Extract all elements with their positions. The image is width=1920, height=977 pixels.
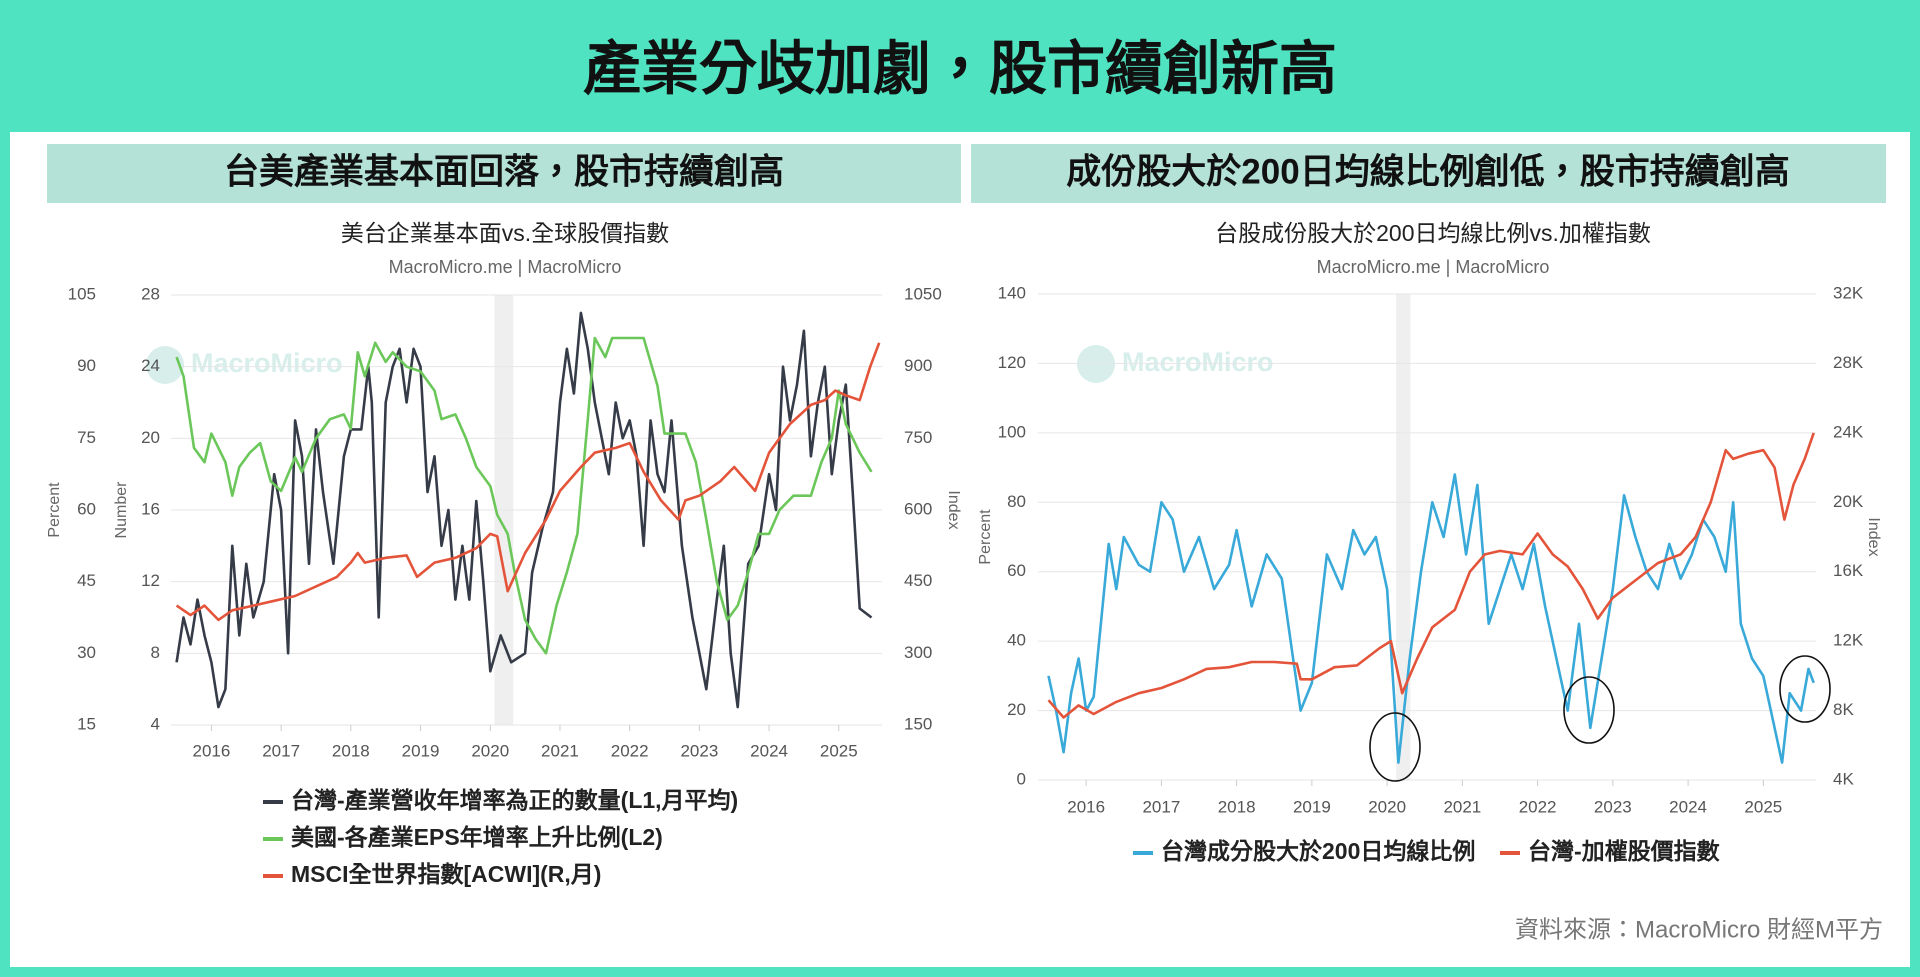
x-tick-label: 2022 <box>611 741 649 760</box>
x-tick-label: 2020 <box>1368 797 1406 816</box>
y-tick-label: 40 <box>1007 631 1026 650</box>
x-tick-label: 2016 <box>193 741 231 760</box>
y2-axis-label: Index <box>945 490 962 529</box>
x-tick-label: 2018 <box>332 741 370 760</box>
y2-tick-label: 150 <box>904 714 932 733</box>
x-tick-label: 2025 <box>1744 797 1782 816</box>
source-note: 資料來源：MacroMicro 財經M平方 <box>1515 916 1883 943</box>
legend-label: MSCI全世界指數[ACWI](R,月) <box>291 861 601 887</box>
y2-axis-label: Index <box>1865 517 1882 556</box>
x-tick-label: 2021 <box>1443 797 1481 816</box>
y3-tick-label: 28 <box>141 284 160 303</box>
y2-tick-label: 750 <box>904 428 932 447</box>
legend-label: 台灣成分股大於200日均線比例 <box>1161 838 1475 864</box>
x-tick-label: 2024 <box>1669 797 1707 816</box>
x-tick-label: 2018 <box>1218 797 1256 816</box>
y-tick-label: 0 <box>1017 769 1026 788</box>
y-tick-label: 100 <box>998 422 1026 441</box>
panel-heading: 台美產業基本面回落，股市持續創高 <box>224 151 784 191</box>
watermark: MacroMicro <box>191 348 343 378</box>
watermark-logo <box>1077 345 1115 383</box>
chart: 台股成份股大於200日均線比例vs.加權指數 MacroMicro.me | Ma… <box>977 220 1882 864</box>
chart-subtitle: MacroMicro.me | MacroMicro <box>389 257 622 277</box>
y3-tick-label: 24 <box>141 356 160 375</box>
y2-tick-label: 32K <box>1833 283 1864 302</box>
panel-heading-bg <box>47 144 961 203</box>
y2-tick-label: 300 <box>904 643 932 662</box>
legend-label: 台灣-產業營收年增率為正的數量(L1,月平均) <box>291 787 738 813</box>
content-panel <box>10 132 1910 967</box>
chart-subtitle: MacroMicro.me | MacroMicro <box>1317 257 1550 277</box>
highlight-circle <box>1563 676 1615 744</box>
y-tick-label: 80 <box>1007 492 1026 511</box>
x-tick-label: 2017 <box>1142 797 1180 816</box>
y-tick-label: 30 <box>77 643 96 662</box>
y3-tick-label: 8 <box>151 643 160 662</box>
x-tick-label: 2016 <box>1067 797 1105 816</box>
series-line <box>1047 432 1815 719</box>
x-tick-label: 2017 <box>262 741 300 760</box>
y-tick-label: 15 <box>77 714 96 733</box>
y2-tick-label: 600 <box>904 499 932 518</box>
panel-heading: 成份股大於200日均線比例創低，股市持續創高 <box>1066 152 1789 191</box>
y2-tick-label: 12K <box>1833 631 1864 650</box>
highlight-circle <box>1779 655 1831 723</box>
chart-title: 台股成份股大於200日均線比例vs.加權指數 <box>1215 220 1651 246</box>
y-tick-label: 90 <box>77 356 96 375</box>
x-tick-label: 2024 <box>750 741 788 760</box>
page-title: 產業分歧加劇，股市續創新高 <box>583 36 1337 101</box>
x-tick-label: 2019 <box>402 741 440 760</box>
recession-shade <box>1396 294 1411 780</box>
y-tick-label: 120 <box>998 353 1026 372</box>
x-tick-label: 2025 <box>820 741 858 760</box>
y-tick-label: 60 <box>77 499 96 518</box>
x-tick-label: 2021 <box>541 741 579 760</box>
y-tick-label: 20 <box>1007 700 1026 719</box>
watermark-logo <box>146 346 184 384</box>
y-axis-label: Percent <box>46 482 63 538</box>
series-line <box>175 336 873 655</box>
y-axis-label: Percent <box>977 509 994 565</box>
y-tick-label: 105 <box>68 284 96 303</box>
x-tick-label: 2023 <box>1594 797 1632 816</box>
y2-tick-label: 450 <box>904 571 932 590</box>
panel-heading-bg <box>971 144 1886 203</box>
x-tick-label: 2023 <box>680 741 718 760</box>
y-tick-label: 60 <box>1007 561 1026 580</box>
chart-title: 美台企業基本面vs.全球股價指數 <box>341 220 669 246</box>
y2-tick-label: 24K <box>1833 422 1864 441</box>
y-tick-label: 75 <box>77 428 96 447</box>
y3-tick-label: 12 <box>141 571 160 590</box>
y2-tick-label: 8K <box>1833 700 1854 719</box>
y3-tick-label: 4 <box>151 714 160 733</box>
y3-axis-label: Number <box>113 481 130 539</box>
x-tick-label: 2020 <box>471 741 509 760</box>
legend-label: 美國-各產業EPS年增率上升比例(L2) <box>291 824 663 850</box>
watermark: MacroMicro <box>1122 347 1274 377</box>
y2-tick-label: 900 <box>904 356 932 375</box>
y3-tick-label: 16 <box>141 499 160 518</box>
y2-tick-label: 4K <box>1833 769 1854 788</box>
y-tick-label: 140 <box>998 283 1026 302</box>
y2-tick-label: 1050 <box>904 284 942 303</box>
chart: 美台企業基本面vs.全球股價指數 MacroMicro.me | MacroMic… <box>46 220 962 887</box>
x-tick-label: 2022 <box>1519 797 1557 816</box>
series-line <box>175 311 873 709</box>
y2-tick-label: 28K <box>1833 353 1864 372</box>
y-tick-label: 45 <box>77 571 96 590</box>
series-line <box>1047 473 1815 764</box>
series-line <box>175 342 881 622</box>
x-tick-label: 2019 <box>1293 797 1331 816</box>
legend-label: 台灣-加權股價指數 <box>1528 838 1720 864</box>
y3-tick-label: 20 <box>141 428 160 447</box>
highlight-circle <box>1369 712 1421 782</box>
charts: 美台企業基本面vs.全球股價指數 MacroMicro.me | MacroMic… <box>46 220 1882 887</box>
y2-tick-label: 16K <box>1833 561 1864 580</box>
y2-tick-label: 20K <box>1833 492 1864 511</box>
